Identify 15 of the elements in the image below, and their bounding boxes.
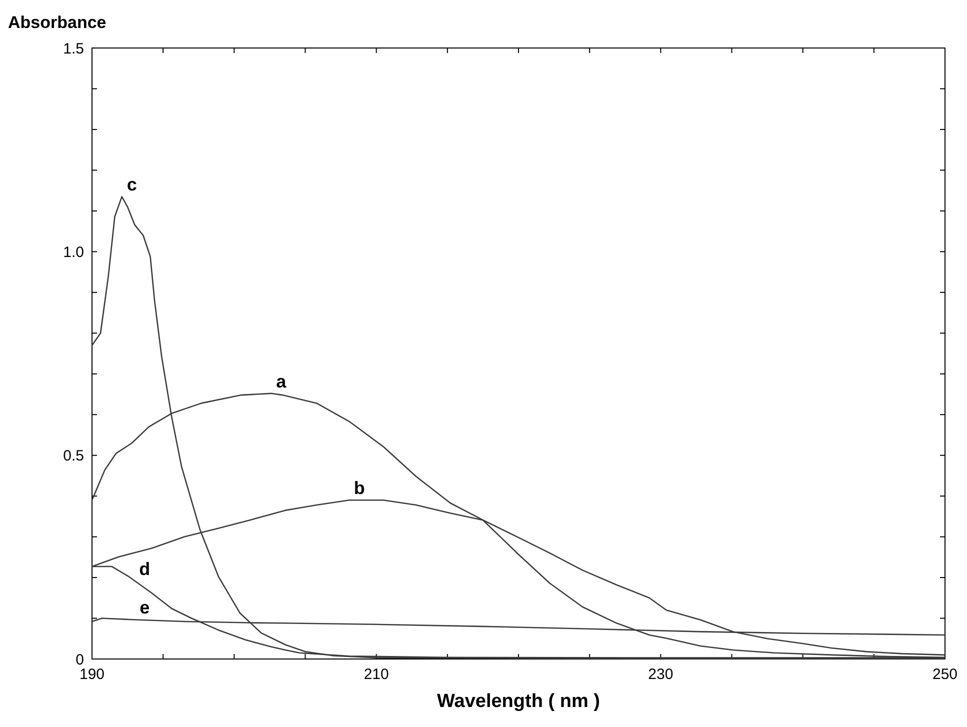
x-tick-label: 250 [932, 666, 958, 683]
y-tick-label: 0 [76, 651, 84, 668]
x-tick-label: 190 [79, 666, 105, 683]
series-label: a [276, 371, 288, 392]
series-label: b [354, 478, 365, 498]
x-tick-label: 210 [364, 666, 389, 683]
y-tick-label: 1.5 [63, 40, 84, 58]
x-tick-label: 230 [648, 666, 674, 683]
y-axis-title: Absorbance [8, 13, 106, 32]
y-tick-label: 1.0 [63, 244, 84, 261]
x-axis-title: Wavelength ( nm ) [437, 691, 600, 712]
series-label: d [139, 558, 150, 579]
series-label: c [126, 174, 137, 195]
y-tick-label: 0.5 [63, 448, 84, 465]
series-label: e [140, 598, 150, 618]
